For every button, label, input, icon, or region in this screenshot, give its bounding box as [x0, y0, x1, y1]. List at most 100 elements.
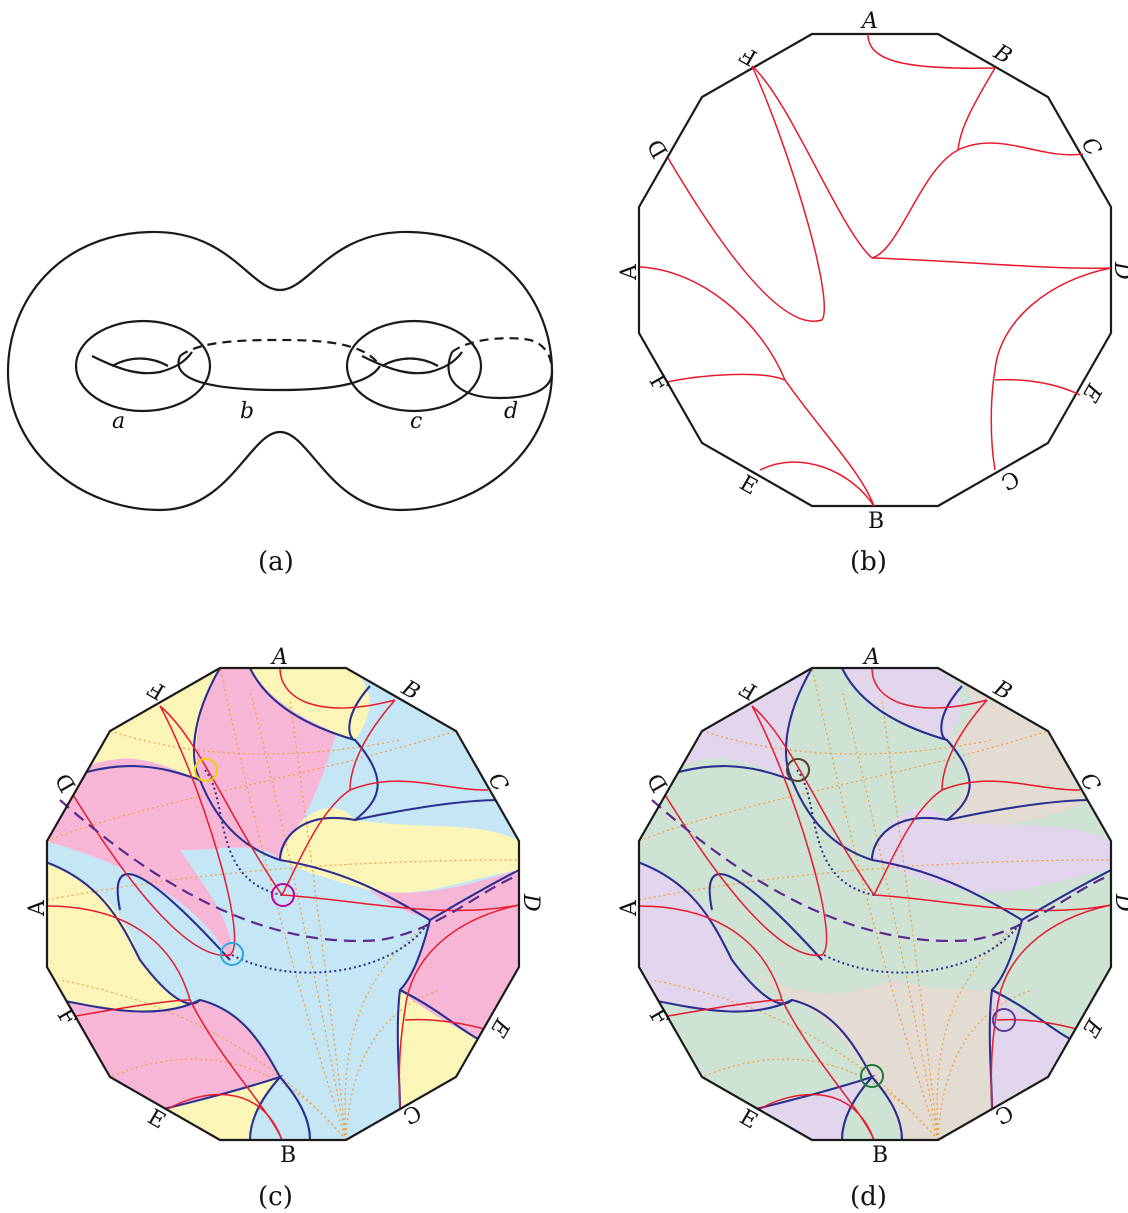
- edge-label: D: [1109, 261, 1128, 280]
- dotted-arc: [701, 730, 993, 755]
- edge-label: F: [52, 1005, 81, 1031]
- marker-magenta: [271, 883, 295, 907]
- region-blue: [350, 668, 500, 826]
- blue-curve: [199, 779, 281, 861]
- red-curves-d: [639, 668, 1111, 1140]
- curve-b-dashed: [179, 338, 381, 367]
- blue-curve: [249, 668, 379, 861]
- edge-label: F: [644, 1005, 673, 1031]
- label-b: b: [240, 399, 254, 424]
- red-curve-b11: [994, 378, 1081, 396]
- region-purple: [872, 808, 1111, 893]
- label-c: c: [410, 409, 422, 434]
- dotted-arc: [881, 699, 939, 1140]
- region-yellow: [47, 860, 200, 1012]
- blue-curve: [651, 998, 873, 1078]
- red-curve-b4: [871, 257, 1111, 269]
- red-curve-b1: [867, 33, 996, 69]
- dotted-arc: [841, 689, 939, 1140]
- dotted-arc: [811, 668, 939, 1140]
- edge-label: B: [868, 509, 884, 534]
- red-curve: [996, 1018, 1081, 1031]
- dotted-arc: [936, 929, 1013, 1140]
- hole-left: [91, 351, 193, 375]
- blue-curve: [279, 1076, 312, 1140]
- blue-curve: [871, 1076, 904, 1140]
- panel-d: A B C D E C B E F A D F (d): [617, 645, 1128, 1212]
- blue-dotted-d2: [823, 919, 1023, 974]
- red-curve: [165, 1093, 283, 1140]
- hole-left-upper: [111, 357, 169, 367]
- blue-dotted-c2: [231, 919, 431, 974]
- blue-dotted-d: [796, 769, 875, 896]
- dotted-arc: [59, 979, 347, 1140]
- dodecagon-b: [637, 32, 1113, 508]
- blue-curves-d: [639, 668, 1111, 1140]
- curve-b-solid: [177, 355, 381, 392]
- region-tan: [732, 960, 992, 1140]
- dotted-arc: [344, 929, 421, 1140]
- purple-dashed-c: [59, 799, 520, 943]
- dodecagon-d: [637, 666, 1113, 1142]
- red-curve: [279, 668, 396, 709]
- blue-curve: [47, 859, 201, 1005]
- edge-label: A: [617, 899, 642, 917]
- red-curve: [281, 894, 519, 912]
- regions-d: [639, 668, 1111, 1140]
- marker-yellow: [194, 758, 218, 782]
- red-curve: [404, 1018, 489, 1031]
- region-tan: [942, 668, 1092, 826]
- edge-label: A: [617, 263, 642, 281]
- blue-curve: [841, 668, 971, 861]
- dotted-arc: [249, 689, 347, 1140]
- surface-outline: [6, 230, 554, 512]
- dotted-arc: [47, 859, 519, 901]
- hole-right-upper: [381, 357, 439, 367]
- dotted-arc: [937, 989, 1033, 1140]
- edge-label: D: [643, 134, 673, 162]
- caption-d: (d): [850, 1182, 887, 1212]
- edge-label: C: [1076, 133, 1106, 160]
- blue-curve: [791, 779, 873, 861]
- panel-c: A B C D E C B E F A D F (c): [25, 645, 543, 1212]
- red-curve-b7: [639, 266, 875, 507]
- curve-d-solid: [447, 351, 554, 400]
- red-curve-b9: [759, 461, 875, 507]
- edge-label: E: [1077, 378, 1107, 405]
- red-curve-b6: [667, 65, 826, 322]
- region-pink: [370, 870, 519, 1040]
- label-a: a: [112, 409, 125, 434]
- red-curve: [873, 699, 988, 896]
- marker-cyan: [220, 942, 244, 966]
- edge-label: D: [518, 893, 543, 912]
- blue-dotted-c: [204, 769, 283, 896]
- red-curves-c: [47, 668, 519, 1140]
- blue-curve: [399, 989, 481, 1041]
- blue-curve: [193, 668, 221, 781]
- dotted-arc: [289, 699, 347, 1140]
- blue-curve: [708, 873, 823, 961]
- label-d: d: [504, 399, 518, 424]
- edge-label: A: [25, 899, 50, 917]
- curve-a: [74, 319, 212, 413]
- edge-labels-b: A B C D E C B E F A D F: [617, 9, 1128, 534]
- red-curve-b2: [871, 67, 996, 259]
- edge-label: F: [644, 371, 673, 397]
- blue-curve: [354, 798, 501, 822]
- region-purple: [639, 860, 792, 1012]
- region-yellow: [280, 808, 519, 893]
- blue-curve: [751, 1074, 876, 1140]
- blue-curve: [639, 859, 793, 1005]
- red-curve: [75, 999, 191, 1017]
- red-curve: [159, 705, 283, 896]
- dotted-arc: [219, 668, 347, 1140]
- blue-curve: [785, 668, 813, 781]
- blue-curve: [116, 873, 231, 961]
- edge-label: A: [270, 645, 288, 670]
- dotted-arc: [651, 979, 939, 1140]
- marker-green: [860, 1064, 884, 1088]
- dotted-arc: [639, 859, 1111, 901]
- edge-label: C: [996, 465, 1023, 495]
- red-curve: [873, 894, 1111, 912]
- purple-dashed-d: [651, 799, 1112, 943]
